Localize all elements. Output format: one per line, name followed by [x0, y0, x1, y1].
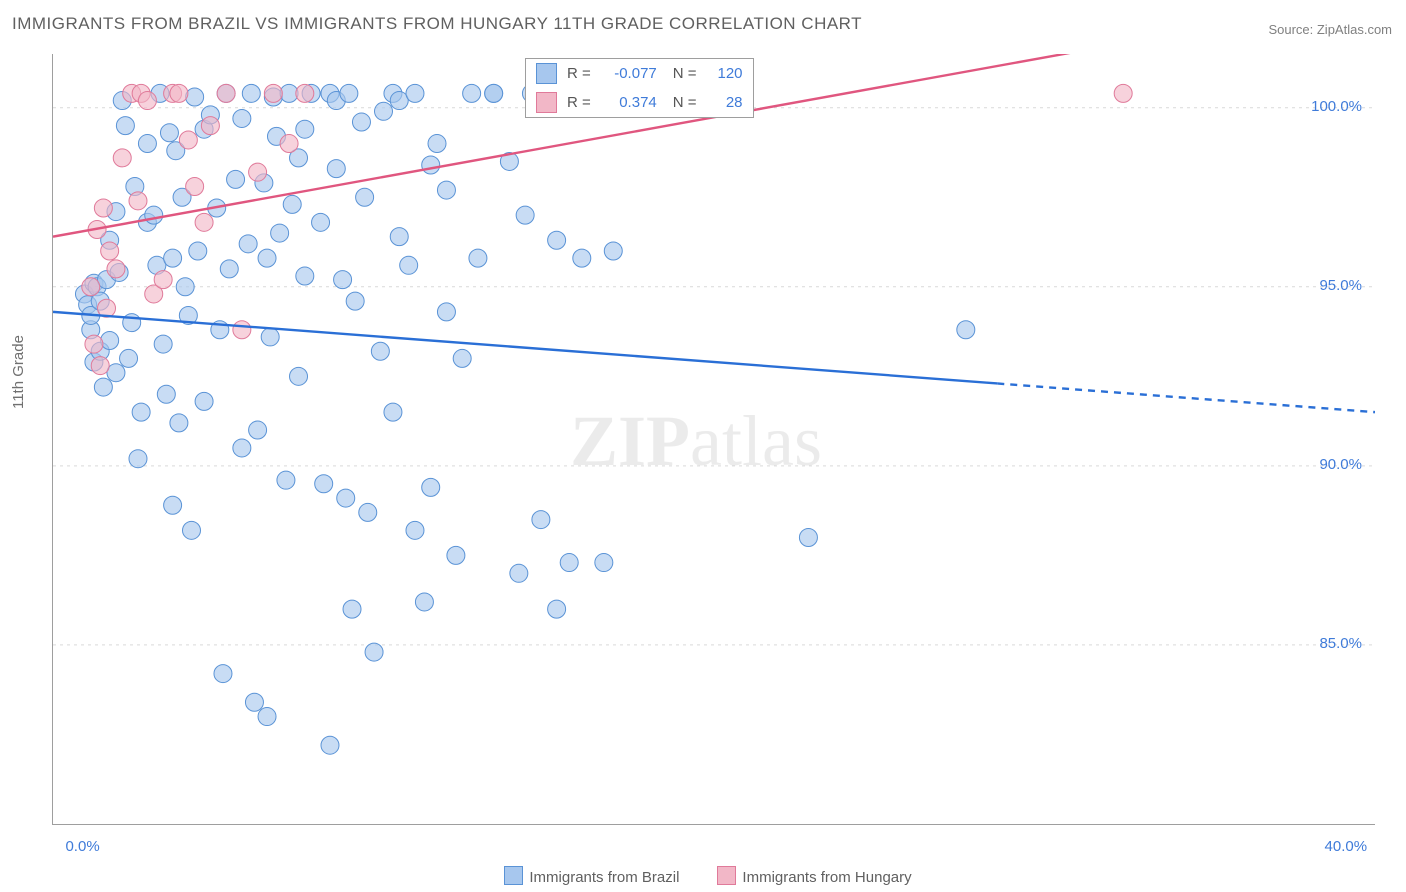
y-tick: 100.0% [1311, 98, 1362, 115]
series-legend: Immigrants from BrazilImmigrants from Hu… [0, 866, 1406, 886]
correlation-legend: R =-0.077N =120R =0.374N =28 [525, 58, 754, 118]
source-label: Source: ZipAtlas.com [1268, 22, 1392, 37]
chart-title: IMMIGRANTS FROM BRAZIL VS IMMIGRANTS FRO… [12, 14, 862, 34]
chart-container: { "title": "IMMIGRANTS FROM BRAZIL VS IM… [0, 0, 1406, 892]
x-tick: 0.0% [65, 838, 99, 855]
y-tick: 95.0% [1319, 277, 1362, 294]
x-tick: 40.0% [1325, 838, 1368, 855]
y-axis-label: 11th Grade [10, 335, 27, 409]
y-tick: 90.0% [1319, 456, 1362, 473]
scatter-plot [52, 54, 1375, 825]
y-tick: 85.0% [1319, 635, 1362, 652]
